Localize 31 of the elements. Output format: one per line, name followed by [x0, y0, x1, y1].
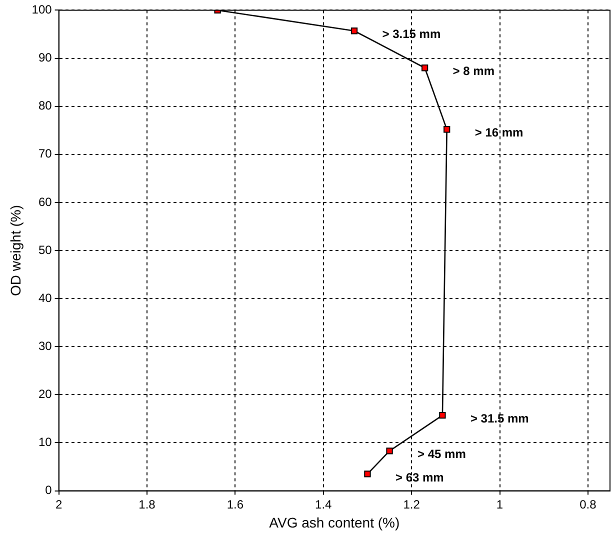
point: [386, 448, 393, 454]
y-tick-label: 90: [38, 50, 52, 65]
point: [439, 412, 446, 419]
y-tick-label: 10: [38, 435, 52, 450]
point: [350, 28, 358, 34]
point: [364, 470, 371, 478]
x-axis-title: AVG ash content (%): [269, 514, 400, 530]
y-tick-label: 50: [38, 242, 52, 257]
y-tick-label: 100: [32, 2, 52, 17]
y-tick-label: 30: [38, 338, 52, 353]
y-axis-title: OD weight (%): [7, 204, 24, 296]
x-tick-label: 0.8: [580, 497, 597, 512]
point: [444, 126, 450, 133]
annotation: > 3.15 mm: [382, 27, 441, 42]
y-tick-label: 60: [38, 194, 52, 209]
y-tick-label: 20: [38, 386, 52, 401]
y-tick-label: 80: [38, 98, 52, 113]
x-tick-label: 1: [496, 497, 504, 512]
x-tick-label: 1.2: [403, 497, 420, 512]
annotation: > 8 mm: [452, 64, 495, 78]
annotation: > 31.5 mm: [470, 412, 529, 426]
y-tick-label: 40: [38, 290, 52, 305]
annotation: > 45 mm: [418, 447, 466, 462]
y-tick-label: 70: [38, 146, 52, 161]
point: [421, 64, 428, 72]
y-tick-label: 0: [45, 483, 52, 498]
annotation: > 16 mm: [474, 126, 524, 140]
x-tick-label: 1.4: [315, 497, 332, 512]
x-tick-label: 1.6: [226, 497, 244, 512]
x-tick-label: 2: [55, 497, 62, 512]
x-tick-label: 1.8: [138, 497, 156, 512]
